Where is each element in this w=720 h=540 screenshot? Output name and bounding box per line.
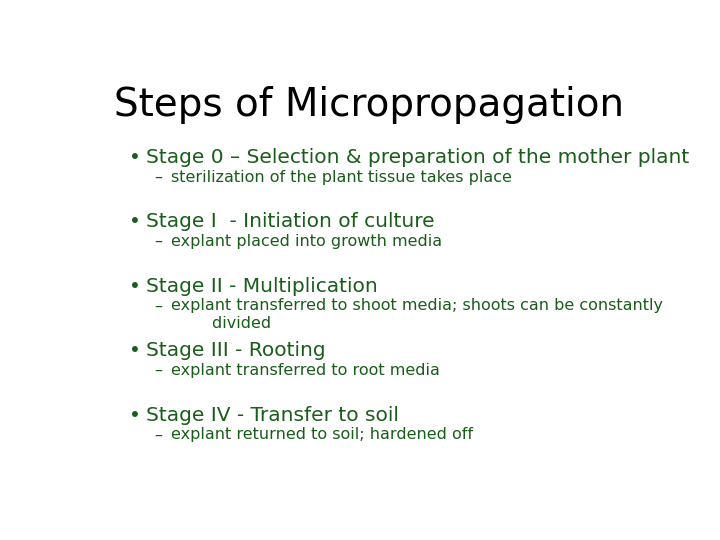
Text: Steps of Micropropagation: Steps of Micropropagation bbox=[114, 85, 624, 124]
Text: Stage 0 – Selection & preparation of the mother plant: Stage 0 – Selection & preparation of the… bbox=[145, 148, 689, 167]
Text: sterilization of the plant tissue takes place: sterilization of the plant tissue takes … bbox=[171, 170, 512, 185]
Text: Stage IV - Transfer to soil: Stage IV - Transfer to soil bbox=[145, 406, 399, 425]
Text: Stage III - Rooting: Stage III - Rooting bbox=[145, 341, 325, 360]
Text: –: – bbox=[154, 427, 162, 442]
Text: •: • bbox=[129, 212, 141, 232]
Text: •: • bbox=[129, 148, 141, 167]
Text: •: • bbox=[129, 341, 141, 360]
Text: –: – bbox=[154, 363, 162, 378]
Text: explant returned to soil; hardened off: explant returned to soil; hardened off bbox=[171, 427, 473, 442]
Text: Stage I  - Initiation of culture: Stage I - Initiation of culture bbox=[145, 212, 434, 232]
Text: •: • bbox=[129, 277, 141, 296]
Text: –: – bbox=[154, 234, 162, 249]
Text: Stage II - Multiplication: Stage II - Multiplication bbox=[145, 277, 377, 296]
Text: –: – bbox=[154, 170, 162, 185]
Text: –: – bbox=[154, 299, 162, 314]
Text: explant transferred to shoot media; shoots can be constantly
        divided: explant transferred to shoot media; shoo… bbox=[171, 299, 663, 331]
Text: •: • bbox=[129, 406, 141, 425]
Text: explant transferred to root media: explant transferred to root media bbox=[171, 363, 440, 378]
Text: explant placed into growth media: explant placed into growth media bbox=[171, 234, 442, 249]
